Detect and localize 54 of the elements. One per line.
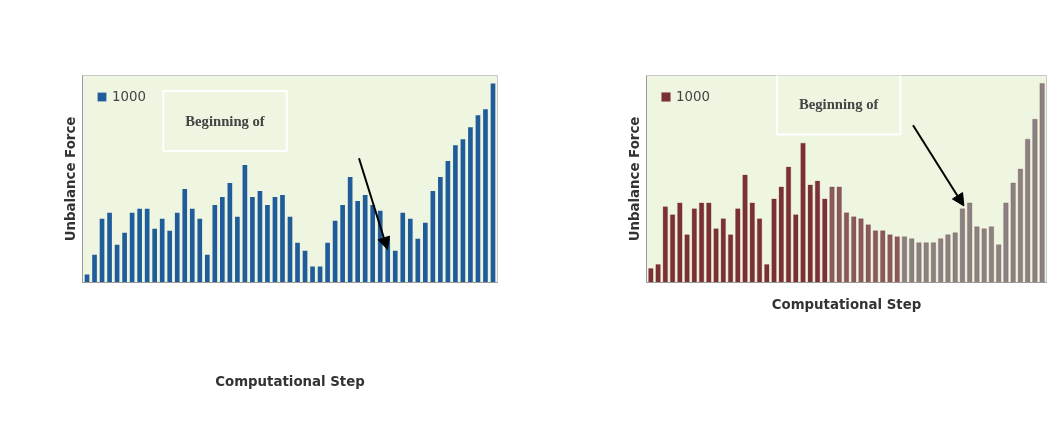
x-axis-title: Computational Step xyxy=(215,373,365,389)
bar xyxy=(92,254,97,283)
bar xyxy=(453,145,458,283)
bar xyxy=(174,212,180,283)
bar xyxy=(122,232,127,283)
bar xyxy=(844,212,849,283)
bar xyxy=(392,250,398,283)
bar xyxy=(699,202,705,283)
x-axis-title: Computational Step xyxy=(771,296,922,312)
bar xyxy=(757,218,763,283)
bar xyxy=(728,234,734,283)
bar xyxy=(280,194,285,283)
bar xyxy=(250,196,255,283)
annotation: Beginning of xyxy=(185,113,266,130)
bar xyxy=(197,218,203,283)
bar xyxy=(204,254,210,283)
bar xyxy=(407,218,413,283)
bar xyxy=(159,218,165,283)
bar xyxy=(355,200,360,283)
bar xyxy=(415,238,421,283)
bar xyxy=(265,204,270,283)
bar xyxy=(468,127,473,283)
bar xyxy=(988,226,994,283)
bar xyxy=(189,208,195,283)
bar xyxy=(438,177,443,283)
bar xyxy=(483,109,488,283)
bar xyxy=(167,230,173,283)
bar xyxy=(325,242,330,283)
bar xyxy=(901,236,907,283)
bar xyxy=(340,204,345,283)
bar xyxy=(362,194,368,283)
bar xyxy=(220,196,225,283)
bar xyxy=(670,214,676,283)
bar xyxy=(400,212,406,283)
y-axis-title: Unbalance Force xyxy=(626,116,642,242)
bar xyxy=(786,166,792,283)
bar xyxy=(152,228,157,283)
bar xyxy=(182,188,188,283)
bar xyxy=(423,222,428,283)
legend-label: 1000 xyxy=(112,89,146,104)
bar xyxy=(107,212,112,283)
legend-label: 1000 xyxy=(676,89,710,104)
bar xyxy=(212,204,218,283)
bar xyxy=(815,180,821,283)
bar xyxy=(370,204,376,283)
bar xyxy=(930,242,936,283)
bar xyxy=(1017,168,1023,283)
bar xyxy=(235,216,240,283)
bar xyxy=(295,242,300,283)
bar xyxy=(137,208,142,283)
bar xyxy=(872,230,878,283)
bar xyxy=(310,266,315,283)
y-axis-title: Unbalance Force xyxy=(62,116,78,242)
annotation: Beginning of xyxy=(798,96,880,113)
